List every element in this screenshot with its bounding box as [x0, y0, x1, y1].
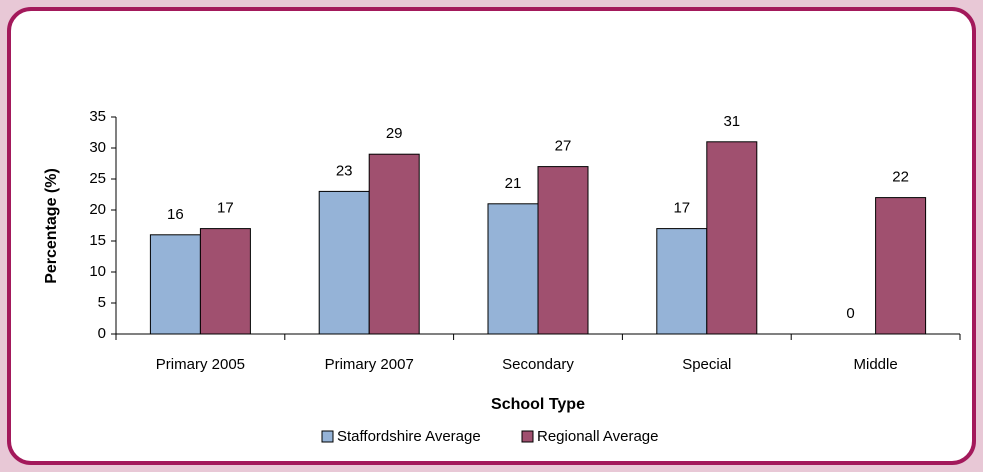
- legend-label: Staffordshire Average: [337, 428, 481, 445]
- value-label: 21: [505, 175, 522, 192]
- x-tick-label: Secondary: [502, 356, 574, 373]
- value-label: 17: [673, 200, 690, 217]
- value-label: 29: [386, 125, 403, 142]
- x-tick-label: Middle: [854, 356, 898, 373]
- y-tick-label: 10: [89, 263, 106, 280]
- value-label: 17: [217, 200, 234, 217]
- x-axis-title: School Type: [491, 396, 585, 413]
- bar: [537, 166, 589, 335]
- bar: [368, 153, 420, 335]
- value-label: 23: [336, 162, 353, 179]
- bar: [199, 228, 251, 335]
- y-tick-label: 35: [89, 108, 106, 125]
- y-tick-label: 0: [98, 325, 106, 342]
- bar: [875, 197, 927, 335]
- x-tick-label: Special: [682, 356, 731, 373]
- y-tick-label: 15: [89, 232, 106, 249]
- legend-label: Regionall Average: [537, 428, 658, 445]
- value-label: 27: [555, 138, 572, 155]
- bar: [487, 203, 539, 335]
- x-tick-label: Primary 2005: [156, 356, 245, 373]
- value-label: 0: [846, 305, 854, 322]
- y-tick-label: 20: [89, 201, 106, 218]
- bar: [656, 228, 708, 335]
- value-label: 31: [723, 113, 740, 130]
- legend-swatch: [521, 430, 534, 443]
- x-tick-label: Primary 2007: [325, 356, 414, 373]
- value-label: 22: [892, 169, 909, 186]
- bar: [318, 190, 370, 335]
- bar: [149, 234, 201, 335]
- y-tick-label: 25: [89, 170, 106, 187]
- y-axis-title: Percentage (%): [43, 168, 60, 284]
- legend-swatch: [321, 430, 334, 443]
- bar: [706, 141, 758, 335]
- value-label: 16: [167, 206, 184, 223]
- y-tick-label: 30: [89, 139, 106, 156]
- y-tick-label: 5: [98, 294, 106, 311]
